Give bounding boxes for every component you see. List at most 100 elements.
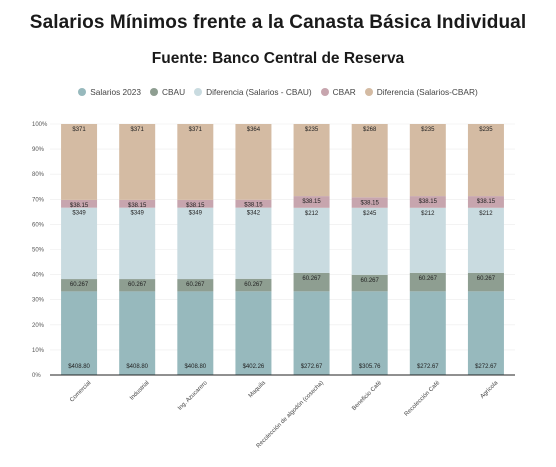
data-label: $349 <box>189 211 203 217</box>
bar-segment <box>235 199 272 208</box>
bar-segment <box>409 196 446 208</box>
legend-swatch <box>364 88 373 96</box>
data-label: 60.267 <box>302 276 321 282</box>
data-label: $408.80 <box>184 364 206 370</box>
data-label: $272.67 <box>301 364 323 370</box>
legend-item: CBAU <box>150 87 185 97</box>
bar-segment <box>467 124 504 197</box>
y-tick-label: 60% <box>32 222 45 228</box>
x-tick-label: Recolección Café <box>404 380 442 418</box>
data-label: $38.15 <box>128 203 147 209</box>
data-label: $235 <box>479 127 493 133</box>
data-label: $38.15 <box>477 199 496 205</box>
data-label: $235 <box>421 127 435 133</box>
chart-title: Salarios Mínimos frente a la Canasta Bás… <box>29 12 527 33</box>
data-label: $364 <box>247 127 261 133</box>
x-tick-label: Recolección de algodón (cosecha) <box>256 380 325 449</box>
legend-label: Diferencia (Salarios - CBAU) <box>206 87 312 97</box>
y-tick-label: 10% <box>32 348 45 354</box>
x-tick-label: Industrial <box>129 380 150 401</box>
legend-label: Salarios 2023 <box>90 87 142 97</box>
data-label: 60.267 <box>128 282 147 288</box>
data-label: $38.15 <box>244 203 263 209</box>
legend-label: Diferencia (Salarios-CBAR) <box>376 87 478 97</box>
y-tick-label: 50% <box>32 248 45 254</box>
bar-segment <box>61 124 98 200</box>
data-label: $272.67 <box>417 364 439 370</box>
chart-subtitle: Fuente: Banco Central de Reserva <box>151 50 405 67</box>
bar-segment <box>409 124 446 197</box>
legend-item: Salarios 2023 <box>78 87 141 97</box>
bar-segment <box>467 196 504 208</box>
y-tick-label: 0% <box>32 373 41 379</box>
data-label: 60.267 <box>244 282 263 288</box>
data-label: $235 <box>305 127 319 133</box>
data-label: $371 <box>189 127 203 133</box>
x-tick-label: Beneficio Café <box>351 380 383 412</box>
bar-segment <box>351 274 388 292</box>
data-label: $38.15 <box>361 200 380 206</box>
bar-segment <box>351 124 388 198</box>
bar-segment <box>119 207 156 280</box>
data-label: 60.267 <box>361 278 380 284</box>
data-label: $212 <box>479 211 493 217</box>
bar-segment <box>235 124 272 200</box>
bar-segment <box>235 278 272 292</box>
bar-segment <box>119 124 156 200</box>
data-label: $349 <box>72 211 86 217</box>
x-tick-label: Ing. Azucarero <box>177 380 209 412</box>
legend-item: CBAR <box>320 87 356 97</box>
data-label: 60.267 <box>419 276 438 282</box>
bar-segment <box>467 272 504 292</box>
legend-item: Diferencia (Salarios-CBAR) <box>364 87 478 97</box>
legend-swatch <box>78 88 87 96</box>
bar-segment <box>409 291 446 375</box>
bar-segment <box>177 199 214 208</box>
data-label: $402.26 <box>243 364 265 370</box>
chart-legend: Salarios 2023 CBAU Diferencia (Salarios - … <box>0 87 556 97</box>
bar-segment <box>61 279 98 292</box>
y-tick-label: 80% <box>32 172 45 178</box>
bar-segment <box>177 279 214 292</box>
data-label: $371 <box>72 127 86 133</box>
y-tick-label: 70% <box>32 197 45 203</box>
bar-segment <box>409 272 446 292</box>
bar-segment <box>177 124 214 200</box>
legend-label: CBAU <box>162 87 186 97</box>
data-label: $245 <box>363 211 377 217</box>
legend-swatch <box>150 88 159 96</box>
x-tick-label: Comercial <box>69 380 92 403</box>
data-label: 60.267 <box>186 282 205 288</box>
data-label: $408.80 <box>68 364 90 370</box>
bar-segment <box>409 207 446 273</box>
bar-segment <box>293 196 330 208</box>
legend-label: CBAR <box>332 87 356 97</box>
legend-item: Diferencia (Salarios - CBAU) <box>194 87 312 97</box>
bar-segment <box>467 207 504 273</box>
bar-segment <box>177 291 214 375</box>
data-label: $349 <box>131 211 145 217</box>
legend-swatch <box>194 88 203 96</box>
y-tick-label: 30% <box>32 298 45 304</box>
bar-segment <box>119 291 156 375</box>
data-label: $38.15 <box>186 203 205 209</box>
bar-segment <box>293 124 330 197</box>
y-tick-label: 100% <box>32 122 48 128</box>
data-label: $408.80 <box>126 364 148 370</box>
data-label: $342 <box>247 211 261 217</box>
bar-segment <box>293 291 330 375</box>
bar-segment <box>61 291 98 375</box>
x-tick-label: Agrícola <box>480 380 500 400</box>
bar-segment <box>351 291 388 375</box>
y-tick-label: 20% <box>32 323 45 329</box>
bar-segment <box>351 207 388 275</box>
legend-swatch <box>320 88 329 96</box>
data-label: $38.15 <box>70 203 89 209</box>
bar-segment <box>235 207 272 279</box>
bar-segment <box>235 291 272 375</box>
data-label: 60.267 <box>477 276 496 282</box>
data-label: 60.267 <box>70 282 89 288</box>
bar-segment <box>61 207 98 280</box>
bar-segment <box>119 199 156 208</box>
